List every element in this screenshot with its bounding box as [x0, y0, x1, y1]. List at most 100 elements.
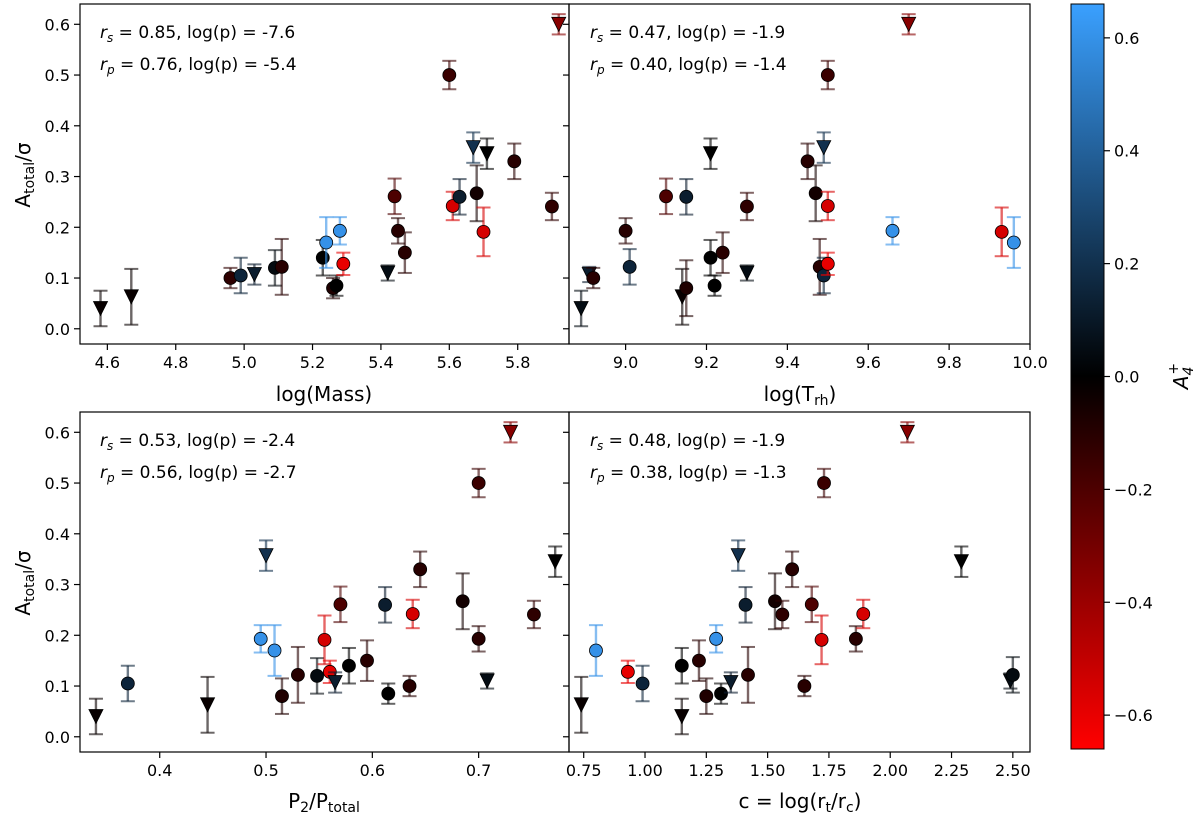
data-point — [679, 259, 694, 318]
data-point — [471, 467, 486, 499]
panel-top-right-stat-2: rp = 0.40, log(p) = -1.4 — [590, 55, 787, 77]
data-point — [723, 671, 739, 694]
x-tick-label: 1.00 — [627, 761, 663, 780]
circle-marker — [618, 223, 633, 238]
y-tick-label: 0.3 — [45, 168, 70, 187]
panel-top-right-frame — [568, 3, 1031, 345]
circle-marker — [775, 607, 790, 622]
panel-bottom-left-stat-1: rs = 0.53, log(p) = -2.4 — [100, 431, 295, 453]
panel-top-left-ylabel: Atotal/σ — [11, 142, 38, 207]
triangle-marker — [573, 697, 589, 713]
panel-bottom-right-ticks: 0.75 1.00 1.25 1.50 1.75 2.00 2.25 2.50 — [563, 431, 1031, 780]
x-tick-label: 5.8 — [505, 353, 530, 372]
triangle-marker — [327, 675, 343, 691]
data-point — [674, 697, 690, 736]
data-point — [88, 697, 104, 736]
circle-marker — [469, 186, 484, 201]
circle-marker — [820, 199, 835, 213]
x-tick-label: 2.50 — [995, 761, 1031, 780]
triangle-marker — [199, 697, 216, 713]
panel-bottom-right: 0.75 1.00 1.25 1.50 1.75 2.00 2.25 2.50 rs = 0.… — [563, 411, 1031, 816]
triangle-marker — [123, 289, 139, 305]
data-point — [92, 289, 109, 328]
triangle-marker — [465, 140, 481, 156]
y-tick-label: 0.6 — [45, 15, 70, 34]
circle-marker — [707, 278, 722, 293]
circle-marker — [507, 154, 522, 169]
triangle-marker — [899, 424, 916, 441]
data-point — [391, 217, 406, 245]
circle-marker — [253, 631, 268, 646]
data-point — [820, 59, 835, 91]
circle-marker — [329, 278, 344, 293]
panel-bottom-left-ticks: 0.4 0.5 0.6 0.7 0.0 0.1 0.2 0.3 0.4 0.5 0.6 — [45, 423, 492, 780]
y-tick-label: 0.4 — [45, 117, 70, 136]
circle-marker — [471, 476, 486, 490]
x-tick-label: 5.0 — [231, 353, 256, 372]
x-tick-label: 0.75 — [566, 761, 602, 780]
triangle-marker — [674, 709, 690, 725]
data-point — [442, 59, 457, 91]
data-point — [469, 164, 484, 223]
triangle-marker — [88, 709, 104, 725]
data-point — [378, 586, 393, 624]
y-tick-label: 0.2 — [45, 626, 70, 645]
circle-marker — [848, 631, 863, 646]
data-point — [767, 572, 782, 631]
data-point — [573, 675, 589, 734]
circle-marker — [267, 643, 282, 658]
data-point — [544, 191, 559, 222]
y-tick-label: 0.5 — [45, 474, 70, 493]
data-point — [332, 216, 347, 246]
panel-bottom-right-marks — [573, 421, 1020, 736]
circle-marker — [378, 597, 392, 612]
y-tick-label: 0.1 — [45, 269, 70, 288]
colorbar-tick-label: −0.2 — [1114, 480, 1153, 499]
circle-marker — [817, 476, 831, 490]
y-tick-label: 0.0 — [45, 320, 70, 339]
data-point — [816, 131, 832, 164]
x-tick-label: 1.50 — [750, 761, 786, 780]
data-point — [465, 131, 481, 164]
data-point — [413, 550, 428, 589]
data-point — [709, 624, 724, 654]
x-tick-label: 4.8 — [163, 353, 188, 372]
panel-bottom-right-frame — [568, 411, 1031, 753]
circle-marker — [291, 667, 305, 682]
data-point — [885, 216, 900, 246]
data-point — [199, 675, 216, 734]
circle-marker — [856, 607, 871, 621]
triangle-marker — [92, 301, 109, 317]
data-point — [775, 599, 790, 630]
triangle-marker — [547, 554, 563, 570]
data-point — [679, 178, 694, 216]
circle-marker — [738, 597, 753, 612]
data-point — [707, 274, 722, 297]
data-point — [804, 585, 819, 624]
data-point — [586, 266, 601, 290]
circle-marker — [342, 658, 356, 673]
data-point — [856, 598, 871, 630]
circle-marker — [679, 189, 694, 204]
x-tick-label: 10.0 — [1012, 353, 1048, 372]
x-tick-label: 9.0 — [613, 353, 638, 372]
data-point — [341, 646, 356, 685]
circle-marker — [885, 223, 900, 238]
y-tick-label: 0.4 — [45, 525, 70, 544]
circle-marker — [397, 245, 412, 260]
data-point — [380, 264, 396, 282]
panel-bottom-left-xlabel: P2/Ptotal — [288, 789, 360, 815]
triangle-marker — [702, 146, 719, 162]
data-point — [258, 539, 274, 572]
data-point — [402, 674, 417, 698]
circle-marker — [336, 256, 351, 271]
circle-marker — [233, 268, 248, 283]
data-point — [953, 545, 969, 578]
colorbar-label: A4+ — [1166, 363, 1197, 391]
data-point — [360, 639, 375, 682]
data-point — [317, 614, 332, 666]
circle-marker — [274, 259, 289, 274]
panel-top-left-marks — [92, 13, 567, 328]
circle-marker — [808, 186, 823, 201]
data-point — [397, 231, 412, 274]
